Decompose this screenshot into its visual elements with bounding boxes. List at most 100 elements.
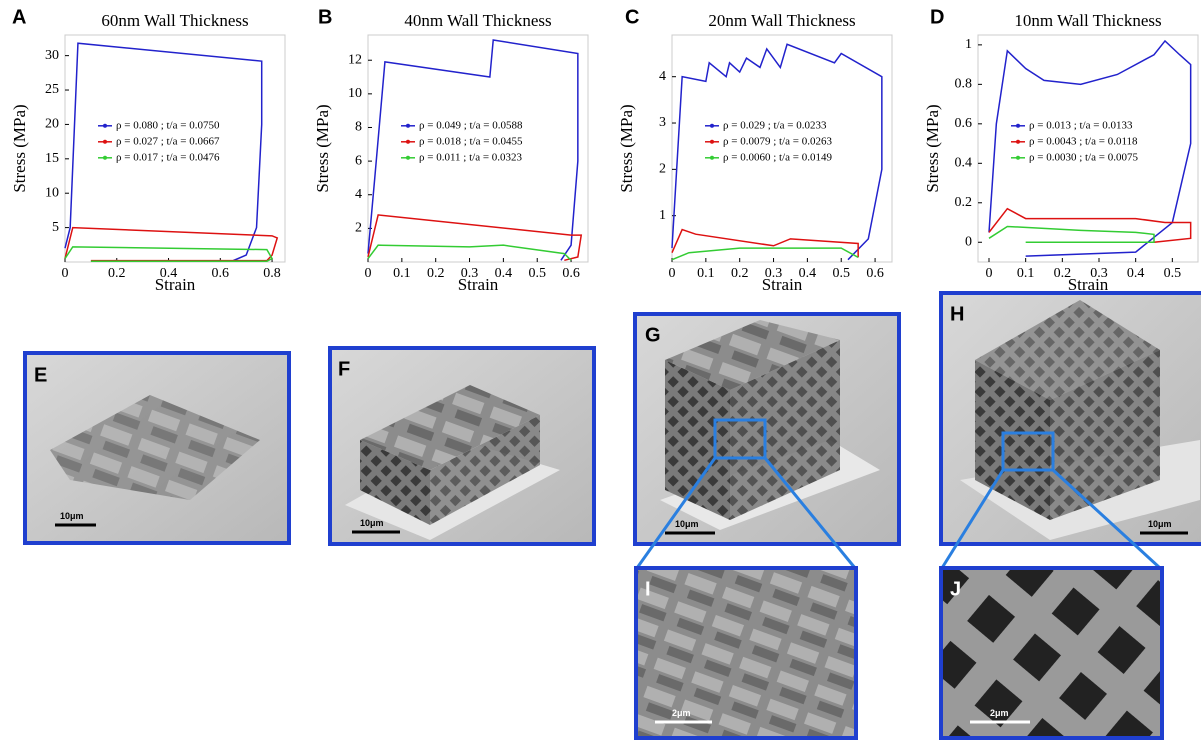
x-tick-label: 0.1 (697, 266, 715, 281)
x-tick-label: 0.6 (562, 266, 580, 281)
chart-title: 20nm Wall Thickness (708, 11, 855, 30)
scale-bar-label: 10μm (675, 519, 699, 529)
chart-title: 40nm Wall Thickness (404, 11, 551, 30)
x-tick-label: 0 (986, 266, 993, 281)
y-tick-label: 30 (45, 48, 59, 63)
y-tick-label: 0.4 (955, 156, 973, 171)
legend-label: ρ = 0.018 ; t/a = 0.0455 (419, 135, 523, 147)
legend-label: ρ = 0.0043 ; t/a = 0.0118 (1029, 135, 1138, 147)
data-line (672, 230, 858, 258)
panel-label: D (930, 6, 944, 28)
scale-bar-label: 2μm (990, 708, 1009, 718)
y-tick-label: 1 (965, 37, 972, 52)
y-tick-label: 0 (965, 234, 972, 249)
y-tick-label: 1 (659, 208, 666, 223)
legend-label: ρ = 0.0060 ; t/a = 0.0149 (723, 151, 832, 163)
y-axis-label: Stress (MPa) (313, 104, 332, 192)
legend-marker (406, 124, 410, 128)
legend-marker (1016, 156, 1020, 160)
panel-label: J (950, 578, 961, 600)
scale-bar-label: 10μm (60, 511, 84, 521)
panel-label: F (338, 358, 350, 380)
legend-label: ρ = 0.0030 ; t/a = 0.0075 (1029, 151, 1138, 163)
x-tick-label: 0.2 (1054, 266, 1072, 281)
legend-label: ρ = 0.029 ; t/a = 0.0233 (723, 119, 827, 131)
x-tick-label: 0.3 (1090, 266, 1108, 281)
y-tick-label: 8 (355, 120, 362, 135)
x-tick-label: 0.1 (393, 266, 411, 281)
y-axis-label: Stress (MPa) (10, 104, 29, 192)
x-tick-label: 0.2 (108, 266, 126, 281)
legend-label: ρ = 0.011 ; t/a = 0.0323 (419, 151, 523, 163)
legend-marker (710, 156, 714, 160)
legend-label: ρ = 0.017 ; t/a = 0.0476 (116, 151, 220, 163)
data-line (989, 41, 1191, 256)
micrograph-j: J 2μm (941, 568, 1162, 738)
panel-label: I (645, 578, 651, 600)
panel-label: H (950, 303, 964, 325)
x-tick-label: 0.2 (731, 266, 749, 281)
panel-label: E (34, 364, 47, 386)
scale-bar-label: 10μm (360, 518, 384, 528)
legend-marker (103, 156, 107, 160)
chart: A60nm Wall ThicknessStrainStress (MPa)00… (10, 6, 285, 294)
x-tick-label: 0.4 (495, 266, 513, 281)
plot-frame (672, 35, 892, 262)
x-tick-label: 0.5 (528, 266, 546, 281)
x-tick-label: 0 (62, 266, 69, 281)
legend-marker (710, 124, 714, 128)
x-tick-label: 0.6 (212, 266, 230, 281)
legend-marker (1016, 140, 1020, 144)
y-tick-label: 15 (45, 151, 59, 166)
data-line (368, 40, 578, 260)
y-tick-label: 10 (348, 86, 362, 101)
y-tick-label: 4 (659, 69, 666, 84)
x-tick-label: 0.5 (1164, 266, 1182, 281)
y-tick-label: 10 (45, 185, 59, 200)
micrograph-e: E 10μm (25, 353, 289, 543)
legend-label: ρ = 0.080 ; t/a = 0.0750 (116, 119, 220, 131)
x-tick-label: 0.1 (1017, 266, 1035, 281)
panel-label: A (12, 6, 26, 28)
x-tick-label: 0.8 (263, 266, 281, 281)
micrograph-i: I 2μm (636, 568, 856, 738)
y-axis-label: Stress (MPa) (923, 104, 942, 192)
y-axis-label: Stress (MPa) (617, 104, 636, 192)
plot-frame (368, 35, 588, 262)
x-tick-label: 0.6 (866, 266, 884, 281)
panel-label: B (318, 6, 332, 28)
y-tick-label: 4 (355, 187, 362, 202)
legend-marker (103, 124, 107, 128)
legend-label: ρ = 0.013 ; t/a = 0.0133 (1029, 119, 1133, 131)
x-tick-label: 0.4 (160, 266, 178, 281)
x-tick-label: 0.4 (1127, 266, 1145, 281)
y-tick-label: 20 (45, 117, 59, 132)
legend-label: ρ = 0.049 ; t/a = 0.0588 (419, 119, 523, 131)
data-line (989, 226, 1154, 242)
legend-label: ρ = 0.0079 ; t/a = 0.0263 (723, 135, 832, 147)
panel-label: G (645, 324, 661, 346)
scale-bar-label: 2μm (672, 708, 691, 718)
x-tick-label: 0.4 (799, 266, 817, 281)
y-tick-label: 6 (355, 153, 362, 168)
x-tick-label: 0.5 (832, 266, 850, 281)
micrograph-g: G 10μm (635, 314, 899, 544)
legend-marker (406, 156, 410, 160)
panel-label: C (625, 6, 639, 28)
x-tick-label: 0.2 (427, 266, 445, 281)
data-line (989, 209, 1191, 243)
x-tick-label: 0.3 (461, 266, 479, 281)
y-tick-label: 2 (659, 162, 666, 177)
y-tick-label: 2 (355, 221, 362, 236)
x-tick-label: 0 (365, 266, 372, 281)
legend-marker (710, 140, 714, 144)
legend-marker (103, 140, 107, 144)
x-tick-label: 0.3 (765, 266, 783, 281)
y-tick-label: 0.2 (955, 195, 973, 210)
legend-marker (406, 140, 410, 144)
legend-label: ρ = 0.027 ; t/a = 0.0667 (116, 135, 220, 147)
data-line (672, 248, 858, 260)
